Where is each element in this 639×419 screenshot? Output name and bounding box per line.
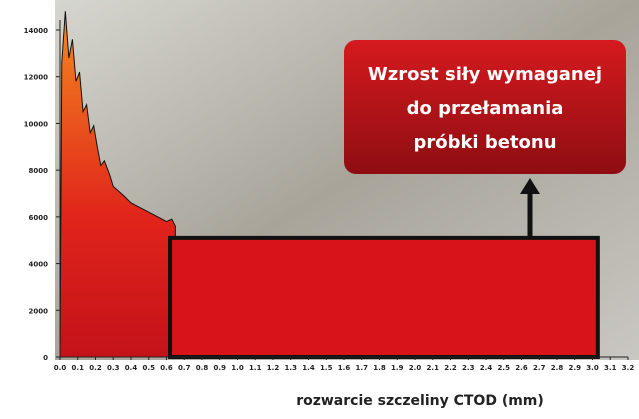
y-tick-label: 4000: [29, 261, 49, 269]
annotation-line: Wzrost siły wymaganej: [368, 64, 602, 85]
x-tick-label: 2.0: [409, 364, 422, 372]
x-tick-label: 2.4: [480, 364, 493, 372]
x-tick-label: 2.2: [444, 364, 457, 372]
y-tick-label: 8000: [29, 167, 49, 175]
x-tick-label: 2.7: [533, 364, 546, 372]
x-tick-label: 0.3: [107, 364, 120, 372]
x-tick-label: 0.7: [178, 364, 191, 372]
x-tick-label: 2.9: [569, 364, 582, 372]
x-tick-label: 0.6: [160, 364, 173, 372]
x-axis-label: rozwarcie szczeliny CTOD (mm): [296, 393, 544, 409]
y-tick-label: 6000: [29, 214, 49, 222]
x-tick-label: 2.6: [515, 364, 528, 372]
x-tick-label: 1.0: [231, 364, 244, 372]
x-tick-label: 3.0: [586, 364, 599, 372]
y-tick-label: 10000: [24, 120, 48, 128]
x-tick-label: 2.3: [462, 364, 475, 372]
x-tick-label: 0.8: [196, 364, 209, 372]
annotation-line: próbki betonu: [413, 132, 556, 153]
x-tick-label: 0.5: [143, 364, 156, 372]
x-tick-label: 0.1: [72, 364, 85, 372]
x-tick-label: 1.2: [267, 364, 280, 372]
x-tick-label: 0.9: [214, 364, 227, 372]
x-tick-label: 3.2: [622, 364, 635, 372]
x-tick-label: 1.3: [285, 364, 298, 372]
x-tick-label: 0.0: [54, 364, 67, 372]
x-tick-label: 1.8: [373, 364, 386, 372]
x-tick-label: 1.7: [356, 364, 369, 372]
highlight-box: [170, 238, 598, 357]
x-tick-label: 2.1: [427, 364, 440, 372]
x-tick-label: 2.8: [551, 364, 564, 372]
y-tick-label: 0: [43, 354, 48, 362]
x-tick-label: 3.1: [604, 364, 617, 372]
x-tick-label: 1.6: [338, 364, 351, 372]
y-tick-label: 2000: [29, 307, 49, 315]
y-tick-label: 14000: [24, 27, 48, 35]
chart: 0 2000 4000 6000 8000 10000 12000 14000 0.0 0.1 0.…: [0, 0, 639, 419]
x-tick-label: 2.5: [498, 364, 511, 372]
x-tick-label: 1.1: [249, 364, 262, 372]
x-tick-label: 1.4: [302, 364, 315, 372]
x-tick-label: 1.9: [391, 364, 404, 372]
x-tick-label: 0.2: [89, 364, 102, 372]
x-tick-label: 1.5: [320, 364, 333, 372]
annotation-line: do przełamania: [407, 98, 564, 119]
x-tick-label: 0.4: [125, 364, 138, 372]
y-tick-label: 12000: [24, 74, 48, 82]
